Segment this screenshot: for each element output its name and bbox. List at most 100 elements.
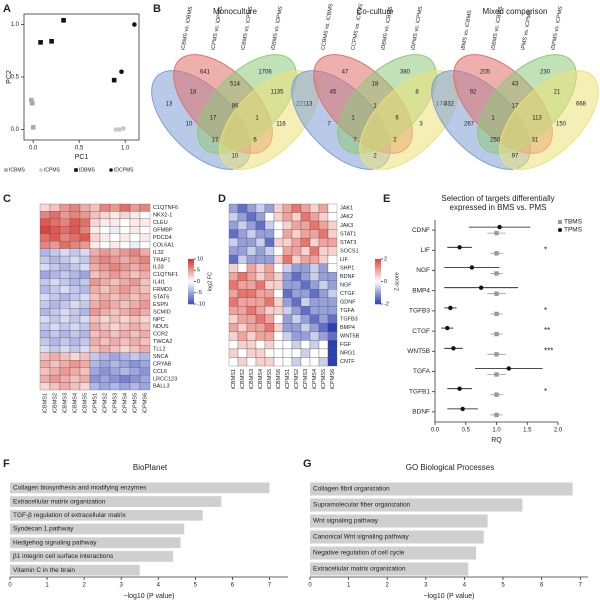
heatmap-cell [291, 237, 302, 247]
row-label: STAT1 [340, 231, 356, 237]
heatmap-cell [264, 340, 275, 350]
heatmap-cell [309, 314, 320, 324]
colorbar-step [375, 274, 381, 278]
heatmap-cell [59, 203, 71, 212]
venn-count: 1 [351, 116, 355, 122]
heatmap-cell [89, 345, 101, 353]
heatmap-cell [109, 337, 121, 346]
panel-letter: B [153, 3, 161, 15]
colorbar-step [375, 288, 381, 291]
row-label: SNCA [153, 354, 169, 360]
venn-count: 113 [532, 116, 542, 122]
heatmap-cell [264, 289, 275, 298]
heatmap-cell [228, 323, 239, 333]
heatmap-cell [49, 226, 61, 234]
heatmap-cell [49, 233, 61, 242]
heatmap-cell [255, 357, 266, 367]
heatmap-cell [109, 285, 121, 294]
heatmap-cell [273, 357, 284, 367]
venn-count: 13 [166, 102, 173, 108]
colorbar-step [188, 270, 194, 273]
heatmap-cell [139, 293, 151, 301]
heatmap-cell [309, 340, 320, 350]
heatmap-cell [300, 280, 311, 290]
x-tick-label: 3 [424, 583, 428, 589]
row-label: BDNF [340, 274, 356, 280]
significance: * [544, 245, 547, 254]
heatmap-cell [246, 340, 257, 350]
heatmap-cell [246, 348, 257, 358]
heatmap-cell [273, 289, 284, 298]
heatmap-cell [237, 263, 248, 273]
heatmap-cell [246, 331, 257, 341]
heatmap-cell [291, 229, 302, 239]
heatmap-cell [318, 212, 329, 222]
row-label: TWCA2 [153, 339, 172, 345]
dot [457, 245, 462, 250]
row-label: BMP4 [340, 325, 355, 331]
heatmap-cell [327, 246, 338, 256]
x-tick-label: 0.5 [75, 146, 84, 152]
venn-count: 1135 [271, 90, 285, 96]
bar-label: TGF-β regulation of extracellular matrix [13, 512, 127, 519]
heatmap-cell [89, 293, 101, 301]
heatmap-cell [246, 357, 257, 367]
heatmap-cell [109, 345, 121, 353]
heatmap-cell [129, 278, 141, 286]
heatmap-cell [300, 314, 311, 324]
heatmap-cell [246, 229, 257, 239]
heatmap-cell [89, 315, 101, 324]
heatmap-cell [318, 289, 329, 298]
heatmap-cell [109, 367, 121, 376]
heatmap-cell [59, 233, 71, 242]
heatmap-cell [264, 306, 275, 315]
heatmap-cell [327, 280, 338, 290]
heatmap-cell [39, 352, 51, 361]
heatmap-cell [89, 374, 101, 383]
venn-count: 17 [212, 138, 219, 144]
venn-count: 150 [556, 122, 567, 128]
heatmap-cell [119, 345, 131, 353]
dot [494, 251, 499, 256]
heatmap-cell [309, 280, 320, 290]
row-label: FRMD3 [153, 287, 172, 293]
heatmap-cell [228, 289, 239, 298]
heatmap-cell [49, 308, 61, 316]
column-label: iCBMS2 [52, 393, 58, 413]
heatmap-cell [228, 280, 239, 290]
heatmap-cell [69, 330, 81, 339]
heatmap-cell [282, 220, 293, 230]
row-label: LIF [340, 257, 349, 263]
heatmap-cell [327, 289, 338, 298]
heatmap-cell [139, 322, 151, 331]
heatmap-cell [228, 272, 239, 281]
heatmap-cell [282, 357, 293, 367]
column-label: iCPMS2 [102, 393, 108, 413]
dot [469, 265, 475, 270]
heatmap-cell [79, 270, 91, 279]
heatmap-cell [119, 270, 131, 279]
heatmap-cell [49, 255, 61, 264]
point [30, 125, 36, 130]
heatmap-cell [79, 203, 91, 212]
panel-letter: F [3, 458, 10, 470]
heatmap-cell [264, 357, 275, 367]
heatmap-cell [255, 237, 266, 247]
colorbar-step [188, 301, 194, 305]
heatmap-cell [119, 352, 131, 361]
heatmap-cell [119, 308, 131, 316]
heatmap-cell [139, 308, 151, 316]
column-label: iCBMS5 [82, 393, 88, 413]
heatmap-cell [49, 248, 61, 257]
heatmap-cell [300, 272, 311, 281]
heatmap-cell [49, 218, 61, 227]
heatmap-cell [291, 212, 302, 222]
bar [10, 482, 270, 494]
heatmap-cell [255, 280, 266, 290]
heatmap-cell [89, 300, 101, 309]
heatmap-cell [59, 248, 71, 257]
dot [451, 346, 456, 351]
heatmap-cell [99, 367, 111, 376]
heatmap-cell [228, 357, 239, 367]
heatmap-cell [309, 289, 320, 298]
